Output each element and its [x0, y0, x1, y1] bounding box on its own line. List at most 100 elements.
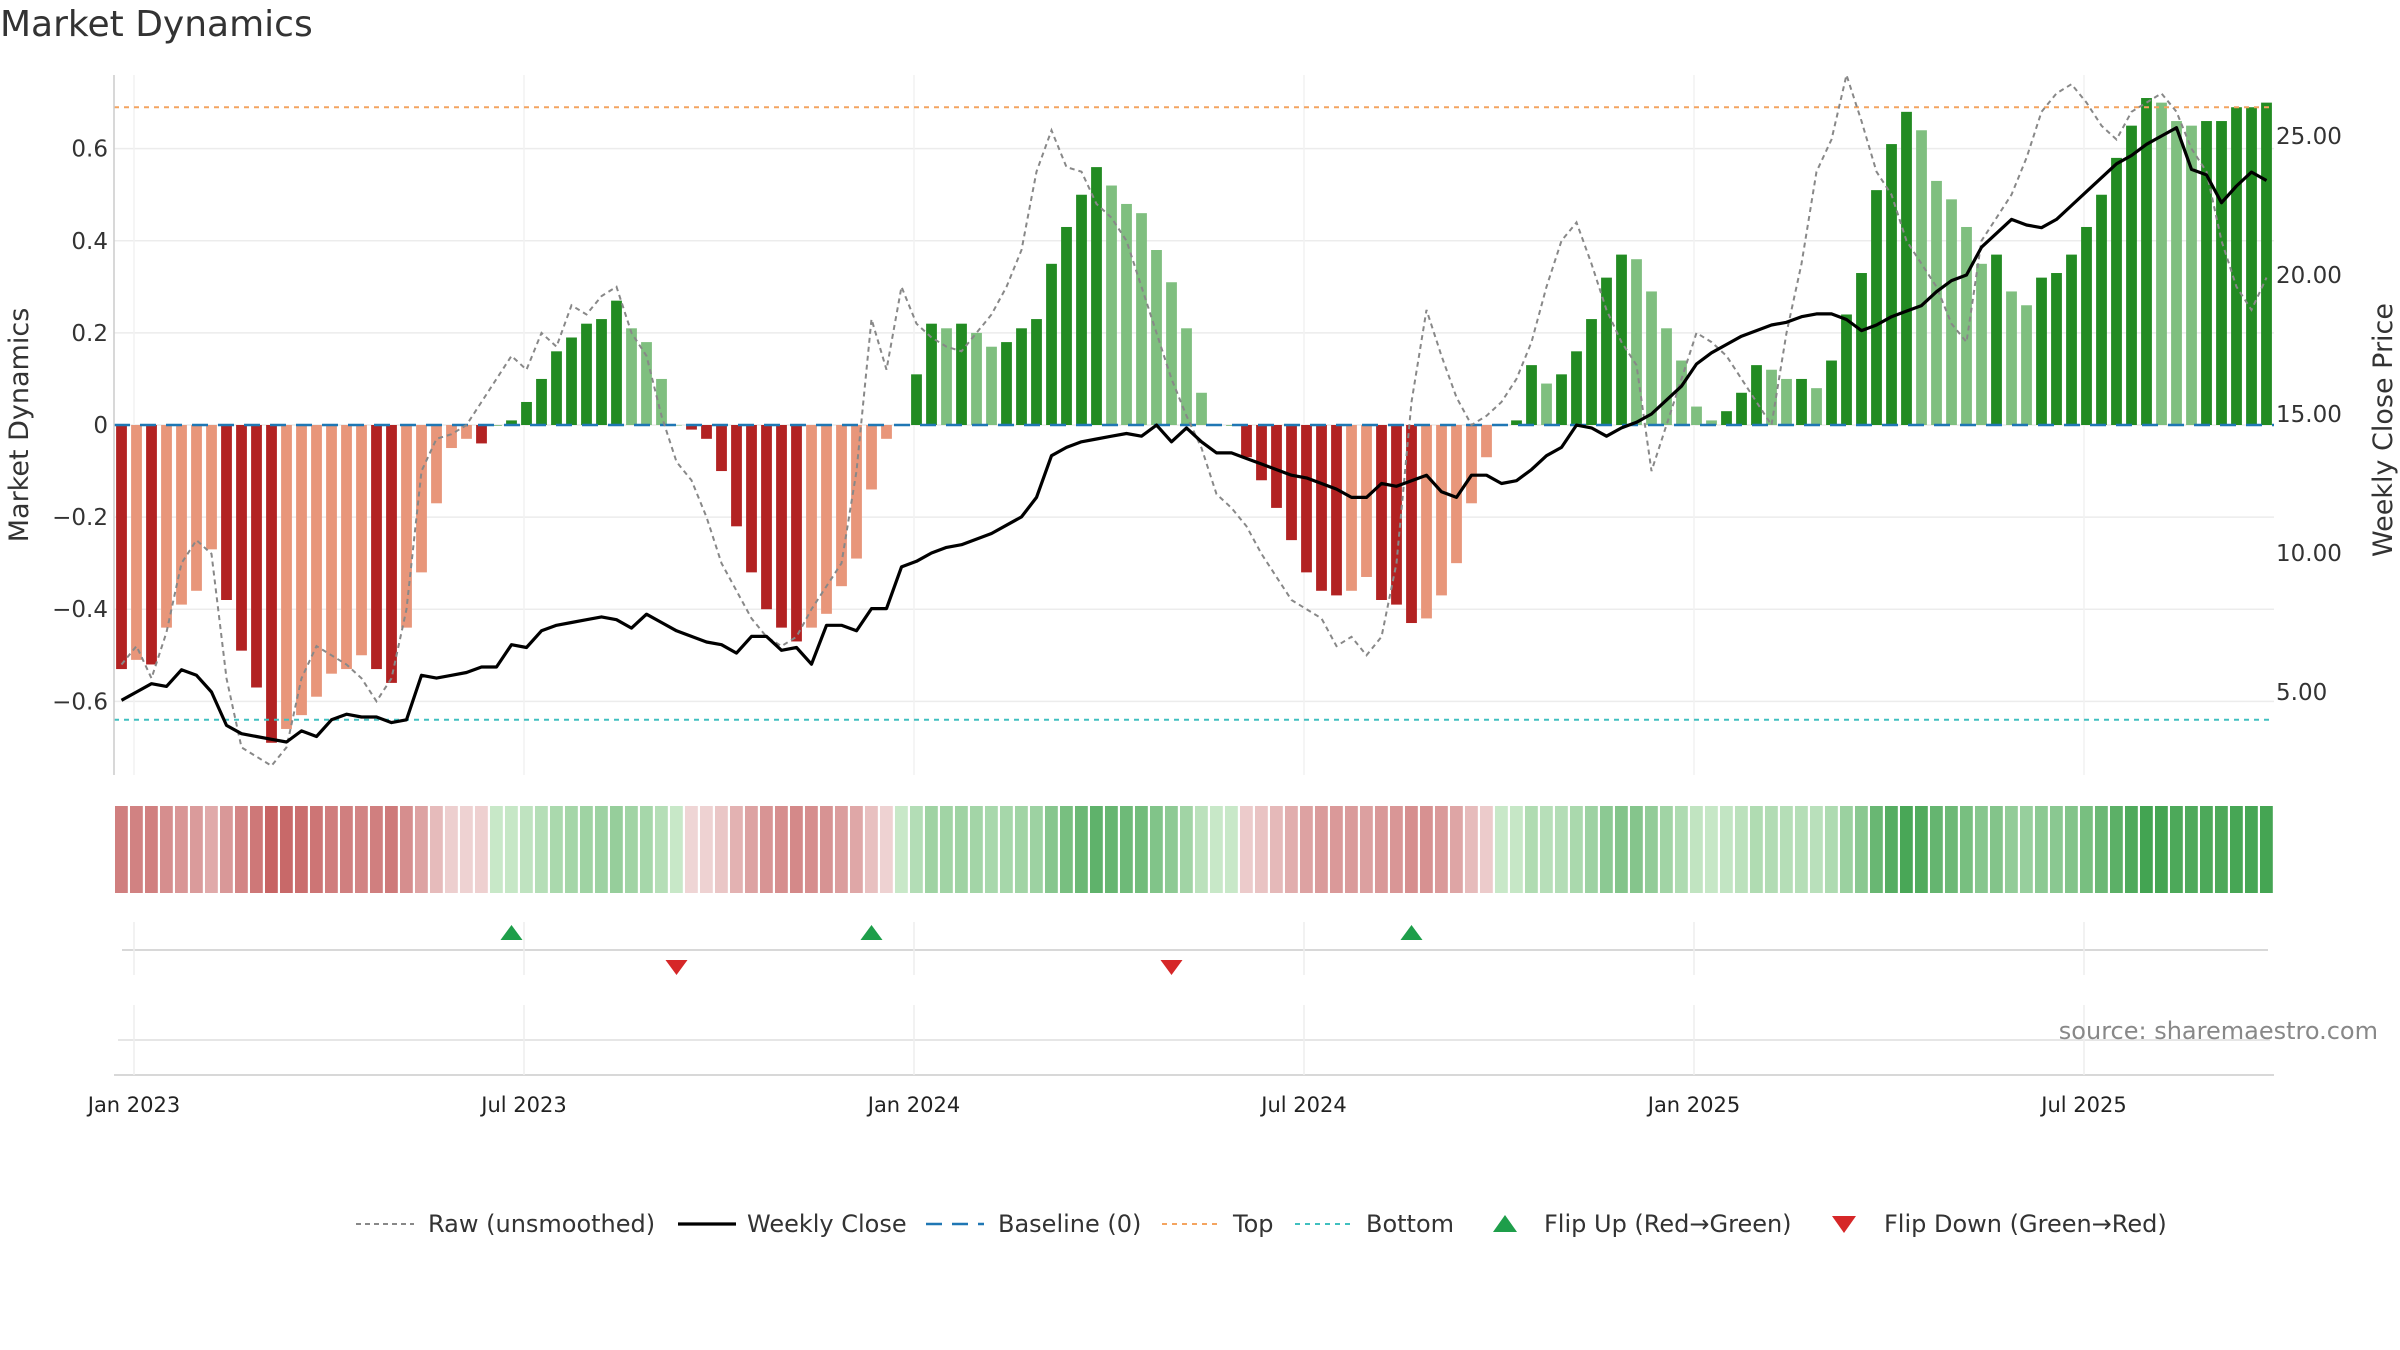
dynamics-bar	[776, 425, 787, 628]
flip-up-marker	[500, 925, 523, 940]
regime-strip-cell	[1480, 806, 1493, 893]
regime-strip-cell	[1705, 806, 1718, 893]
dynamics-bar	[581, 323, 592, 425]
dynamics-bar	[1676, 360, 1687, 425]
dynamics-bar	[1511, 420, 1522, 425]
regime-strip-cell	[1150, 806, 1163, 893]
regime-strip-cell	[1135, 806, 1148, 893]
dynamics-bar	[641, 342, 652, 425]
dynamics-bar	[1901, 111, 1912, 425]
regime-strip-cell	[910, 806, 923, 893]
x-tick-label: Jan 2023	[86, 1093, 181, 1117]
dynamics-bar	[146, 425, 157, 665]
regime-strip-cell	[2035, 806, 2048, 893]
dynamics-bar	[1556, 374, 1567, 425]
regime-strip-cell	[1270, 806, 1283, 893]
dynamics-bar	[806, 425, 817, 628]
regime-strip-cell	[895, 806, 908, 893]
dynamics-bar	[326, 425, 337, 674]
dynamics-bar	[1451, 425, 1462, 564]
dynamics-bar	[1541, 383, 1552, 425]
x-tick-label: Jan 2024	[866, 1093, 961, 1117]
dynamics-bar	[1166, 282, 1177, 425]
regime-strip-cell	[1405, 806, 1418, 893]
dynamics-bar	[1526, 365, 1537, 425]
regime-strip-cell	[580, 806, 593, 893]
regime-strip-cell	[670, 806, 683, 893]
regime-strip-cell	[1975, 806, 1988, 893]
regime-strip-cell	[775, 806, 788, 893]
dynamics-bar	[2036, 277, 2047, 425]
regime-strip-cell	[310, 806, 323, 893]
regime-strip-cell	[2110, 806, 2123, 893]
flip-up-marker	[1400, 925, 1423, 940]
regime-strip-cell	[385, 806, 398, 893]
regime-strip-cell	[1210, 806, 1223, 893]
regime-strip-cell	[1420, 806, 1433, 893]
regime-strip-cell	[2095, 806, 2108, 893]
dynamics-bar	[1781, 378, 1792, 425]
dynamics-bar	[1661, 328, 1672, 425]
regime-strip-cell	[400, 806, 413, 893]
regime-strip-cell	[280, 806, 293, 893]
dynamics-bar	[476, 425, 487, 444]
dynamics-bar	[446, 425, 457, 449]
regime-strip-cell	[1015, 806, 1028, 893]
regime-strip-cell	[1165, 806, 1178, 893]
dynamics-bar	[281, 425, 292, 729]
y2-tick-label: 10.00	[2276, 541, 2342, 567]
regime-strip-cell	[2230, 806, 2243, 893]
dynamics-bar	[2246, 107, 2257, 425]
regime-strip-cell	[700, 806, 713, 893]
regime-strip-cell	[820, 806, 833, 893]
dynamics-bar	[341, 425, 352, 670]
dynamics-bar	[611, 300, 622, 425]
regime-strip-cell	[1840, 806, 1853, 893]
regime-strip-cell	[970, 806, 983, 893]
dynamics-bar	[1271, 425, 1282, 508]
regime-strip-cell	[1495, 806, 1508, 893]
dynamics-bar	[566, 337, 577, 425]
dynamics-bar	[686, 425, 697, 430]
regime-strip-cell	[2125, 806, 2138, 893]
dynamics-bar	[551, 351, 562, 425]
regime-strip-cell	[880, 806, 893, 893]
regime-strip-cell	[940, 806, 953, 893]
dynamics-bar	[716, 425, 727, 472]
regime-strip-cell	[1915, 806, 1928, 893]
dynamics-bar	[1286, 425, 1297, 541]
regime-strip-cell	[1120, 806, 1133, 893]
legend-swatch-flip-down	[1832, 1216, 1856, 1233]
legend-label-flip-down: Flip Down (Green→Red)	[1884, 1210, 2167, 1238]
legend-swatch-flip-up	[1493, 1215, 1517, 1232]
dynamics-bar	[821, 425, 832, 614]
dynamics-bar	[1316, 425, 1327, 591]
dynamics-bar	[911, 374, 922, 425]
regime-strip-cell	[1180, 806, 1193, 893]
dynamics-bar	[1841, 314, 1852, 425]
regime-strip-cell	[1390, 806, 1403, 893]
regime-strip-cell	[1810, 806, 1823, 893]
x-tick-label: Jul 2023	[479, 1093, 566, 1117]
regime-strip-cell	[250, 806, 263, 893]
dynamics-bar	[881, 425, 892, 439]
regime-strip-cell	[1525, 806, 1538, 893]
regime-strip-cell	[1465, 806, 1478, 893]
dynamics-bar	[1826, 360, 1837, 425]
regime-strip-cell	[1825, 806, 1838, 893]
regime-strip-cell	[505, 806, 518, 893]
regime-strip-cell	[835, 806, 848, 893]
regime-strip-cell	[1285, 806, 1298, 893]
legend-label-baseline: Baseline (0)	[998, 1210, 1141, 1238]
dynamics-bar	[1061, 226, 1072, 425]
regime-strip-cell	[790, 806, 803, 893]
flip-up-marker	[860, 925, 883, 940]
dynamics-bar	[2261, 102, 2272, 425]
dynamics-bar	[836, 425, 847, 587]
flip-down-marker	[1160, 960, 1183, 975]
dynamics-bar	[536, 378, 547, 425]
regime-strip-cell	[2050, 806, 2063, 893]
dynamics-bar	[506, 420, 517, 425]
